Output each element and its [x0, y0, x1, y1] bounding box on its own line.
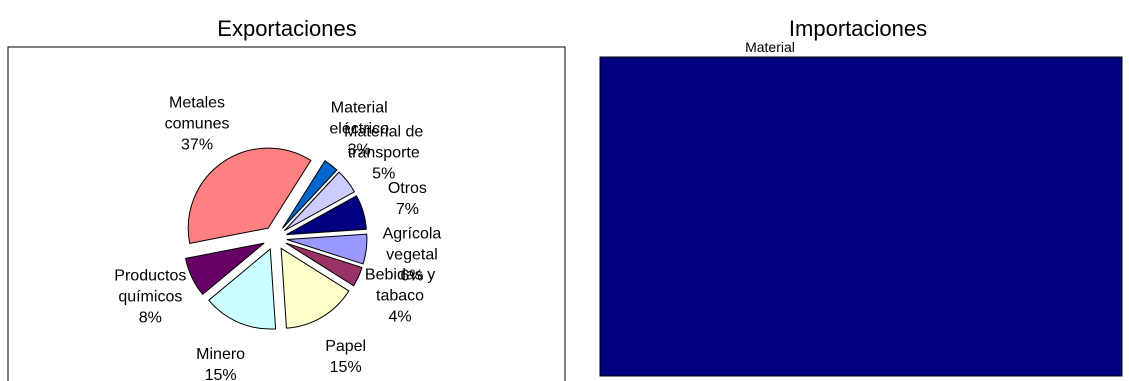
- slice-category: Material eléctrico: [329, 99, 389, 138]
- pie-slice: [281, 160, 338, 229]
- pie-slice: [284, 171, 356, 232]
- pie-slice: [286, 233, 368, 265]
- slice-percent: 5%: [372, 165, 396, 183]
- slice-category: Minero: [196, 345, 246, 363]
- slice-label: Metales comunes 37%: [149, 93, 245, 156]
- annotation: Material: [745, 39, 795, 55]
- slice-label: Bebidas y tabaco 4%: [352, 265, 448, 328]
- slice-percent: 37%: [181, 136, 214, 154]
- slice-category: Metales comunes: [164, 94, 230, 133]
- slice-label: Productos químicos 8%: [102, 266, 198, 329]
- slice-label: Otros 7%: [359, 178, 455, 220]
- slice-category: Otros: [387, 180, 427, 198]
- pie-slice: [285, 242, 363, 287]
- slice-percent: 15%: [204, 366, 237, 381]
- slice-label: Material eléctrico 3%: [311, 97, 407, 160]
- slice-label: Agrícola vegetal 6%: [364, 223, 460, 286]
- plot-frame: [7, 46, 566, 381]
- pie-slice: [185, 242, 265, 296]
- slice-category: Bebidas y tabaco: [364, 266, 436, 305]
- slice-percent: 8%: [138, 309, 162, 327]
- pie-slice: [280, 247, 350, 329]
- slice-percent: 15%: [329, 358, 362, 376]
- slice-label: Papel 15%: [298, 336, 394, 378]
- slice-category: Productos químicos: [114, 267, 187, 306]
- pie-slice: [187, 147, 312, 244]
- slice-category: Agrícola vegetal: [382, 225, 442, 264]
- slice-percent: 3%: [347, 141, 371, 159]
- pie-slice: [208, 248, 277, 330]
- chart-title: Exportaciones: [217, 16, 356, 41]
- slice-percent: 6%: [400, 267, 424, 285]
- pie-slice: [286, 195, 367, 236]
- slice-percent: 7%: [395, 201, 419, 219]
- chart-title: Importaciones: [789, 16, 927, 41]
- plot-area: [599, 56, 1123, 377]
- slice-category: Papel: [325, 337, 367, 355]
- slice-label: Minero 15%: [173, 344, 269, 381]
- slice-category: Material de transporte: [344, 123, 424, 162]
- slice-label: Material de transporte 5%: [336, 122, 432, 185]
- slice-percent: 4%: [388, 308, 412, 326]
